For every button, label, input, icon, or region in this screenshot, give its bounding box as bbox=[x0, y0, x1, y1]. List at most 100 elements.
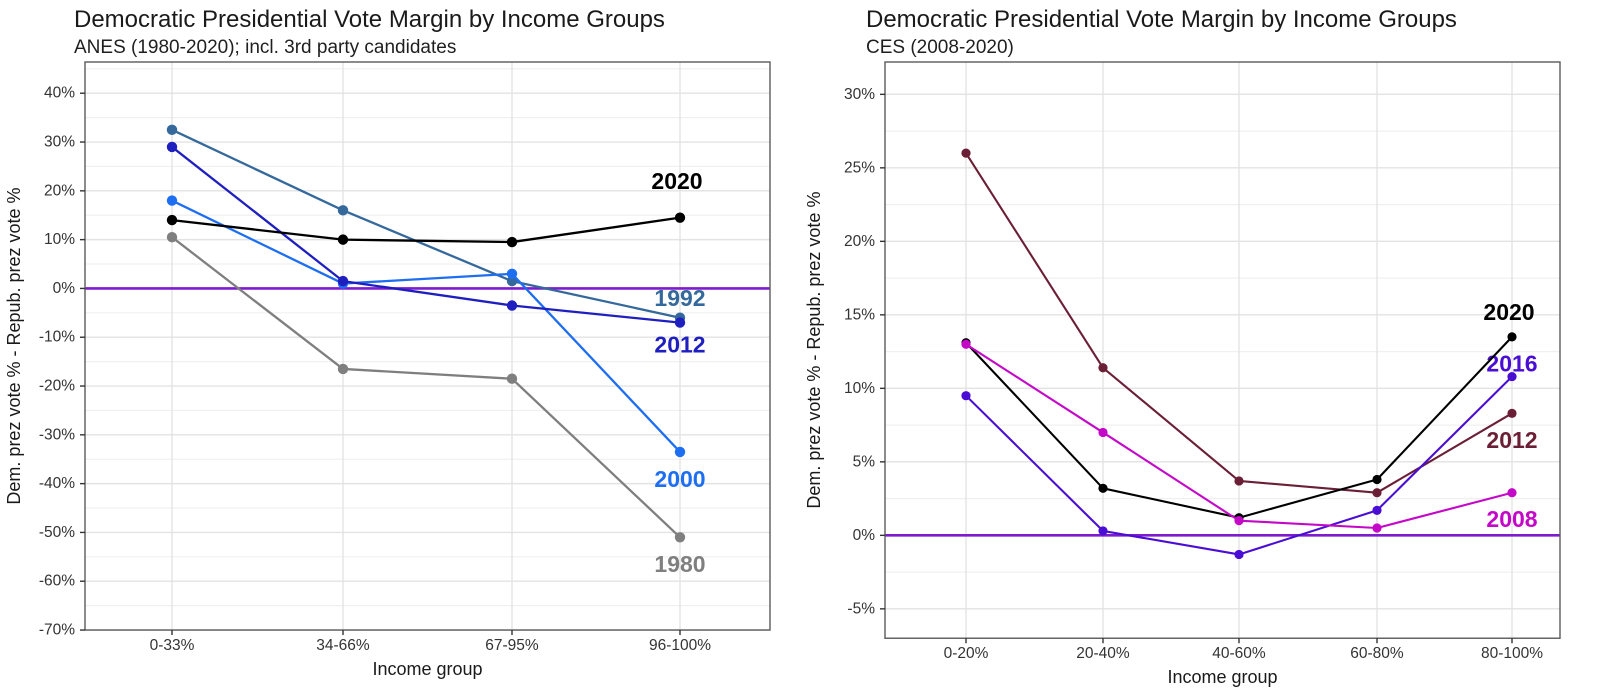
data-point bbox=[1234, 516, 1244, 526]
data-point bbox=[506, 236, 518, 248]
y-tick-label: -10% bbox=[39, 329, 75, 346]
series-2016: 2016 bbox=[961, 350, 1538, 560]
y-tick-label: -70% bbox=[39, 622, 75, 639]
y-tick-label: 40% bbox=[44, 85, 75, 102]
ces-chart: Democratic Presidential Vote Margin by I… bbox=[800, 0, 1600, 688]
x-tick-label: 20-40% bbox=[1076, 645, 1130, 662]
data-point bbox=[1234, 549, 1244, 560]
y-tick-label: -40% bbox=[39, 475, 75, 492]
y-tick-label: -5% bbox=[847, 600, 875, 617]
y-axis: 30% 25% 20% 15% 10% 5% 0% -5% bbox=[844, 86, 885, 617]
data-point bbox=[674, 446, 686, 458]
y-tick-label: 20% bbox=[44, 182, 75, 199]
series-year-label: 2020 bbox=[651, 168, 702, 194]
data-point bbox=[506, 300, 518, 311]
series-1992: 1992 bbox=[166, 124, 706, 323]
chart-subtitle: CES (2008-2020) bbox=[866, 37, 1014, 58]
y-tick-label: 10% bbox=[844, 380, 875, 397]
data-point bbox=[1098, 363, 1108, 373]
data-point bbox=[1507, 408, 1517, 418]
chart-title: Democratic Presidential Vote Margin by I… bbox=[866, 6, 1457, 33]
data-point bbox=[337, 363, 349, 375]
data-point bbox=[337, 234, 349, 245]
panel-border bbox=[84, 61, 771, 631]
series-year-label: 1992 bbox=[654, 285, 705, 311]
data-point bbox=[961, 391, 971, 401]
y-tick-label: 0% bbox=[53, 280, 76, 297]
data-point bbox=[674, 317, 686, 328]
data-point bbox=[674, 532, 686, 543]
x-axis-title: Income group bbox=[372, 659, 482, 679]
series-2000: 2000 bbox=[166, 195, 706, 492]
data-point bbox=[674, 212, 686, 223]
x-tick-label: 67-95% bbox=[485, 637, 539, 654]
y-axis-title: Dem. prez vote % - Repub. prez vote % bbox=[4, 187, 24, 504]
data-point bbox=[506, 268, 518, 279]
data-point bbox=[1234, 476, 1244, 486]
y-tick-label: 20% bbox=[844, 233, 875, 250]
data-point bbox=[1098, 526, 1108, 536]
data-point bbox=[1372, 523, 1382, 533]
data-point bbox=[1507, 488, 1517, 498]
plot-area: 1980 1992 2000 2012 2020 bbox=[84, 61, 771, 631]
data-point bbox=[961, 339, 971, 349]
series-2008: 2008 bbox=[961, 339, 1538, 533]
data-point bbox=[166, 231, 178, 243]
data-point bbox=[1372, 488, 1382, 498]
data-point bbox=[506, 275, 518, 287]
data-point bbox=[166, 214, 178, 226]
ces-line-plot: 2012 2016 2020 2008 30% 25% 20% 15% 10% 5% 0% -5% 0-… bbox=[804, 61, 1561, 687]
y-tick-label: 15% bbox=[844, 306, 875, 323]
y-axis-title: Dem. prez vote % - Repub. prez vote % bbox=[804, 192, 824, 509]
data-point bbox=[1098, 427, 1108, 438]
series-year-label: 2012 bbox=[654, 332, 705, 358]
y-tick-label: -50% bbox=[39, 524, 75, 541]
data-point bbox=[166, 195, 178, 206]
panel-border bbox=[884, 61, 1561, 639]
y-axis: 40% 30% 20% 10% 0% -10% -20% -30% -40% -50% -60% -7… bbox=[39, 85, 85, 639]
x-tick-label: 34-66% bbox=[316, 637, 370, 654]
data-point bbox=[166, 141, 178, 153]
series-year-label: 2012 bbox=[1486, 427, 1537, 453]
series-year-label: 2000 bbox=[654, 466, 705, 492]
series-year-label: 1980 bbox=[654, 551, 705, 577]
y-tick-label: 30% bbox=[44, 134, 75, 151]
y-tick-label: 25% bbox=[844, 159, 875, 176]
x-tick-label: 0-20% bbox=[944, 645, 989, 662]
data-point bbox=[1507, 371, 1517, 382]
x-tick-label: 0-33% bbox=[150, 637, 195, 654]
y-tick-label: 30% bbox=[844, 86, 875, 103]
data-point bbox=[506, 373, 518, 384]
x-axis-title: Income group bbox=[1167, 667, 1277, 687]
series-1980: 1980 bbox=[166, 231, 706, 577]
data-point bbox=[337, 205, 349, 216]
y-tick-label: -30% bbox=[39, 426, 75, 443]
x-tick-label: 80-100% bbox=[1481, 645, 1543, 662]
y-tick-label: 10% bbox=[44, 231, 75, 248]
data-point bbox=[961, 148, 971, 158]
data-point bbox=[1098, 483, 1108, 493]
y-tick-label: -20% bbox=[39, 378, 75, 395]
data-point bbox=[166, 124, 178, 136]
y-tick-label: 5% bbox=[853, 453, 876, 470]
x-tick-label: 60-80% bbox=[1350, 645, 1404, 662]
data-point bbox=[1372, 474, 1382, 485]
chart-subtitle: ANES (1980-2020); incl. 3rd party candid… bbox=[74, 37, 457, 58]
x-axis: 0-33% 34-66% 67-95% 96-100% bbox=[150, 630, 711, 654]
x-tick-label: 96-100% bbox=[649, 637, 711, 654]
data-point bbox=[1507, 332, 1517, 342]
series-year-label: 2016 bbox=[1486, 350, 1537, 376]
series-2012: 2012 bbox=[166, 141, 706, 358]
series-year-label: 2020 bbox=[1483, 299, 1534, 325]
y-tick-label: 0% bbox=[853, 527, 876, 544]
x-axis: 0-20% 20-40% 40-60% 60-80% 80-100% bbox=[944, 638, 1543, 662]
series-year-label: 2008 bbox=[1486, 506, 1537, 532]
data-point bbox=[1372, 505, 1382, 515]
chart-title: Democratic Presidential Vote Margin by I… bbox=[74, 6, 665, 33]
x-tick-label: 40-60% bbox=[1212, 645, 1266, 662]
series-2020: 2020 bbox=[166, 168, 703, 248]
plot-area: 2012 2016 2020 2008 bbox=[884, 61, 1561, 639]
data-point bbox=[337, 275, 349, 287]
anes-chart: Democratic Presidential Vote Margin by I… bbox=[4, 6, 771, 679]
